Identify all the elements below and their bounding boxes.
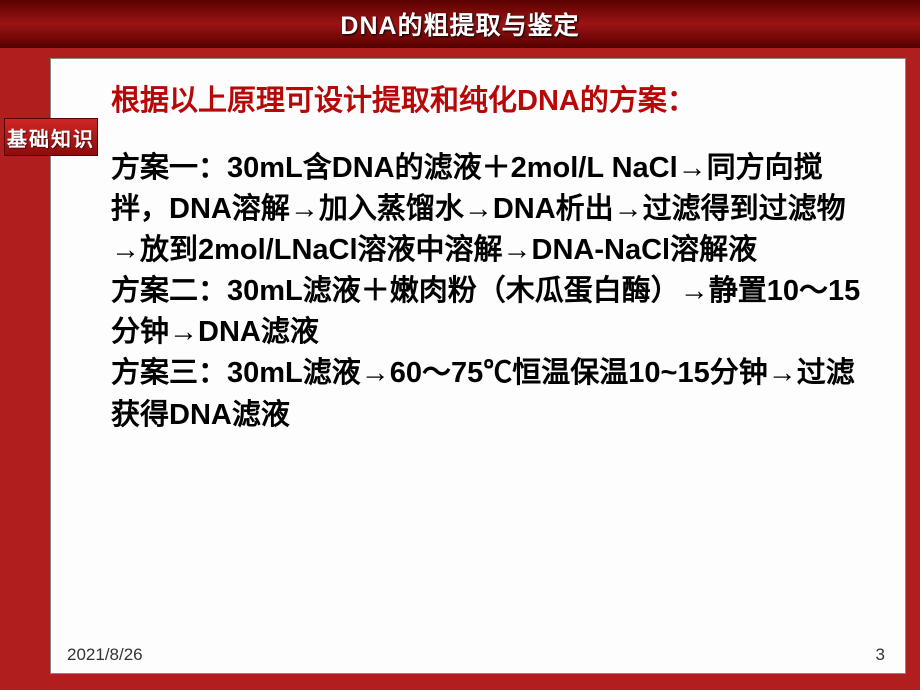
- side-tag: 基础知识: [4, 118, 98, 156]
- paragraph-3: 方案三：30mL滤液→60～75℃恒温保温10~15分钟→过滤获得DNA滤液: [111, 353, 871, 435]
- headline: 根据以上原理可设计提取和纯化DNA的方案：: [111, 81, 871, 122]
- header-bar: DNA的粗提取与鉴定: [0, 0, 920, 48]
- page-title: DNA的粗提取与鉴定: [340, 6, 579, 42]
- footer-date: 2021/8/26: [67, 645, 143, 665]
- content-area: 根据以上原理可设计提取和纯化DNA的方案： 方案一：30mL含DNA的滤液＋2m…: [50, 58, 906, 674]
- paragraph-2: 方案二：30mL滤液＋嫩肉粉（木瓜蛋白酶）→静置10～15分钟→DNA滤液: [111, 271, 871, 353]
- body-text: 方案一：30mL含DNA的滤液＋2mol/L NaCl→同方向搅拌，DNA溶解→…: [111, 148, 871, 436]
- paragraph-1: 方案一：30mL含DNA的滤液＋2mol/L NaCl→同方向搅拌，DNA溶解→…: [111, 148, 871, 272]
- footer: 2021/8/26 3: [67, 645, 885, 665]
- footer-page: 3: [876, 645, 885, 665]
- side-tag-label: 基础知识: [7, 123, 95, 152]
